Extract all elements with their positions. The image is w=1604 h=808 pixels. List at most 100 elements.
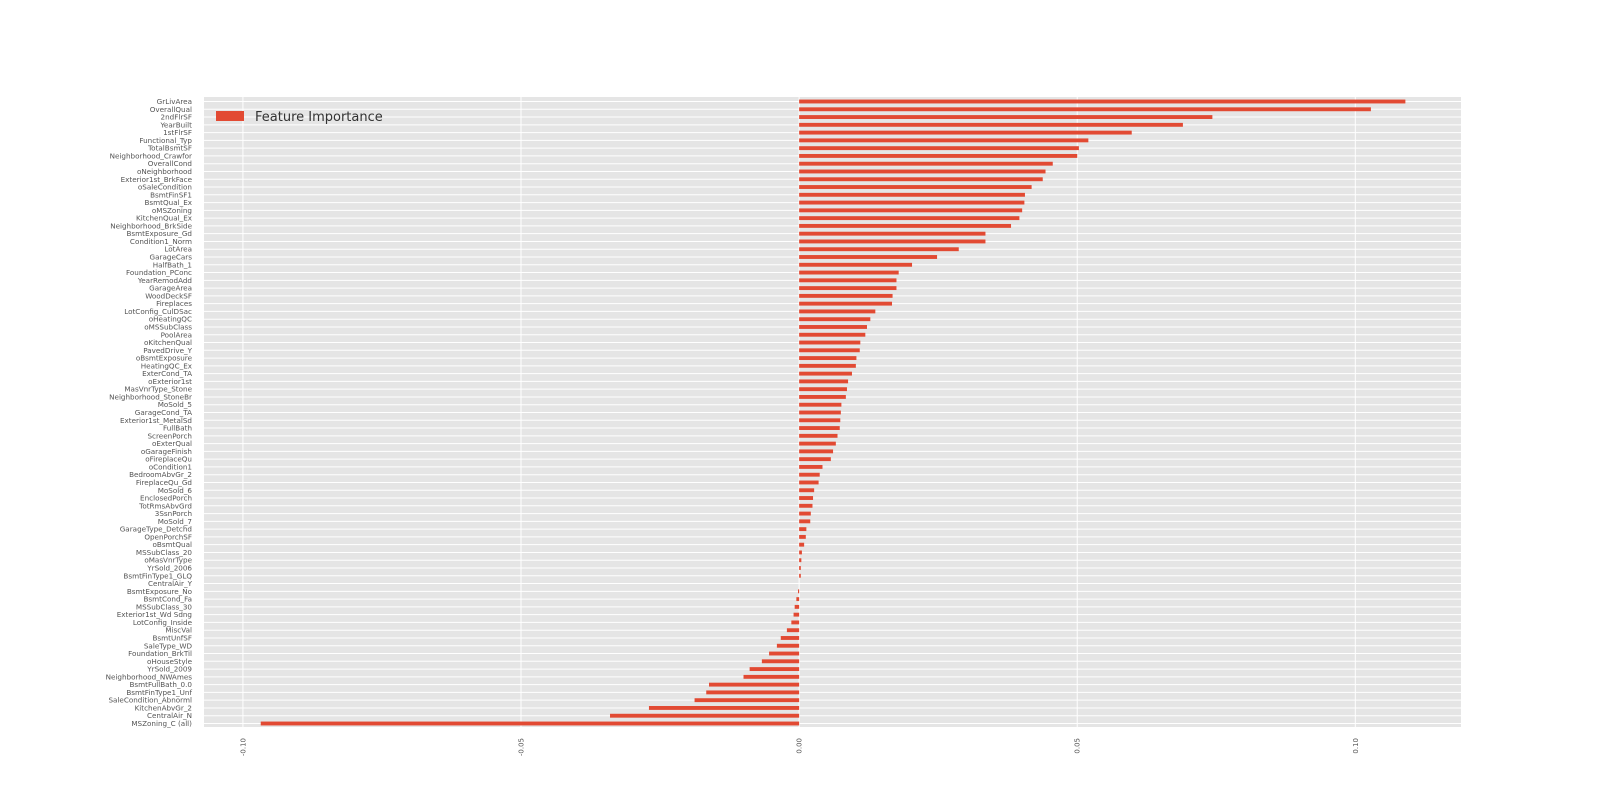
bar [799, 153, 1078, 158]
bar [799, 286, 897, 291]
bar [799, 270, 899, 275]
y-tick-label: Exterior1st_MetalSd [120, 416, 192, 425]
bar [799, 449, 834, 454]
bar [799, 192, 1025, 197]
bar [786, 628, 800, 633]
legend-label: Feature Importance [255, 110, 383, 125]
y-tick-label: PoolArea [161, 330, 192, 339]
y-tick-label: MasVnrType_Stone [124, 385, 192, 394]
bar [761, 659, 800, 664]
y-tick-label: Foundation_BrkTil [128, 649, 192, 658]
bar [799, 317, 871, 322]
bar [799, 550, 802, 555]
y-tick-label: ExterCond_TA [142, 369, 192, 378]
y-tick-label: Neighborhood_Crawfor [110, 151, 192, 160]
bar [799, 519, 811, 524]
bar [799, 558, 802, 563]
y-tick-label: Exterior1st_Wd Sdng [117, 610, 192, 619]
bar [799, 122, 1183, 127]
bar [769, 651, 800, 656]
y-tick-label: oHeatingQC [149, 315, 192, 324]
y-tick-label: 1stFlrSF [163, 128, 192, 137]
x-tick-label: 0.00 [796, 738, 804, 754]
bar [799, 130, 1132, 135]
y-tick-label: FireplaceQu_Gd [136, 478, 192, 487]
y-tick-label: BsmtFullBath_0.0 [129, 680, 192, 689]
y-tick-label: CentralAir_Y [148, 579, 193, 588]
y-tick-label: ScreenPorch [148, 431, 193, 440]
bar [799, 231, 986, 236]
bars [260, 99, 1406, 726]
bar [798, 589, 800, 594]
x-tick-label: -0.10 [239, 738, 247, 756]
y-tick-label: GrLivArea [157, 97, 192, 106]
y-tick-label: GarageType_Detchd [120, 525, 192, 534]
bar [799, 480, 819, 485]
y-tick-label: Fireplaces [156, 299, 192, 308]
y-tick-label: oMasVnrType [144, 556, 192, 565]
x-axis-tick-labels: -0.10 -0.05 0.00 0.05 0.10 [239, 738, 1359, 756]
y-tick-label: MoSold_7 [158, 517, 192, 526]
bar [799, 340, 861, 345]
y-tick-label: LotArea [164, 245, 192, 254]
legend-swatch [216, 111, 244, 121]
y-tick-label: oExterQual [152, 439, 192, 448]
y-tick-label: WoodDeckSF [145, 291, 192, 300]
y-tick-label: oKitchenQual [144, 338, 192, 347]
bar [791, 620, 800, 625]
bar [793, 612, 800, 617]
y-tick-label: oHouseStyle [147, 657, 193, 666]
y-tick-label: EnclosedPorch [140, 494, 192, 503]
bar [799, 208, 1023, 213]
bar [799, 387, 847, 392]
bar [799, 426, 840, 430]
bar [799, 371, 852, 376]
bar [799, 402, 842, 407]
y-tick-label: Neighborhood_StoneBr [109, 392, 192, 401]
y-tick-label: Functional_Typ [139, 136, 192, 145]
bar [799, 332, 866, 337]
y-tick-label: MSZoning_C (all) [131, 719, 192, 728]
bar [694, 698, 800, 703]
legend: Feature Importance [216, 110, 383, 125]
y-tick-label: HalfBath_1 [153, 260, 192, 269]
x-tick-label: -0.05 [518, 738, 526, 756]
y-tick-label: oExterior1st [148, 377, 192, 386]
bar [799, 441, 836, 446]
bar [799, 534, 806, 539]
bar [610, 713, 800, 718]
y-tick-label: GarageCond_TA [135, 408, 192, 417]
y-tick-label: GarageArea [149, 284, 192, 293]
bar [799, 511, 811, 516]
y-tick-label: BsmtQual_Ex [145, 198, 193, 207]
y-tick-label: MSSubClass_20 [136, 548, 193, 557]
y-axis-labels: GrLivAreaOverallQual2ndFlrSFYearBuilt1st… [106, 97, 193, 728]
bar [799, 410, 841, 415]
bar [799, 566, 801, 570]
y-tick-label: OpenPorchSF [144, 532, 192, 541]
y-tick-label: BsmtCond_Fa [143, 595, 192, 604]
y-tick-label: BsmtFinSF1 [150, 190, 192, 199]
bar [799, 115, 1213, 119]
y-tick-label: oMSSubClass [144, 322, 192, 331]
bar [799, 185, 1032, 189]
y-tick-label: CentralAir_N [147, 711, 192, 720]
y-tick-label: 3SsnPorch [155, 509, 192, 518]
bar [796, 597, 800, 602]
bar [799, 262, 913, 267]
bar [799, 161, 1053, 166]
y-tick-label: KitchenQual_Ex [136, 214, 193, 223]
y-tick-label: TotalBsmtSF [147, 144, 192, 153]
y-tick-label: OverallCond [148, 159, 192, 168]
y-tick-label: MSSubClass_30 [136, 602, 193, 611]
bar [799, 363, 856, 368]
bar [799, 496, 814, 500]
bar [776, 643, 800, 648]
y-tick-label: BsmtExposure_Gd [127, 229, 193, 238]
bar [780, 636, 800, 640]
bar [799, 169, 1046, 174]
y-tick-label: oNeighborhood [137, 167, 192, 176]
bar [799, 138, 1089, 143]
y-tick-label: Exterior1st_BrkFace [121, 175, 193, 184]
